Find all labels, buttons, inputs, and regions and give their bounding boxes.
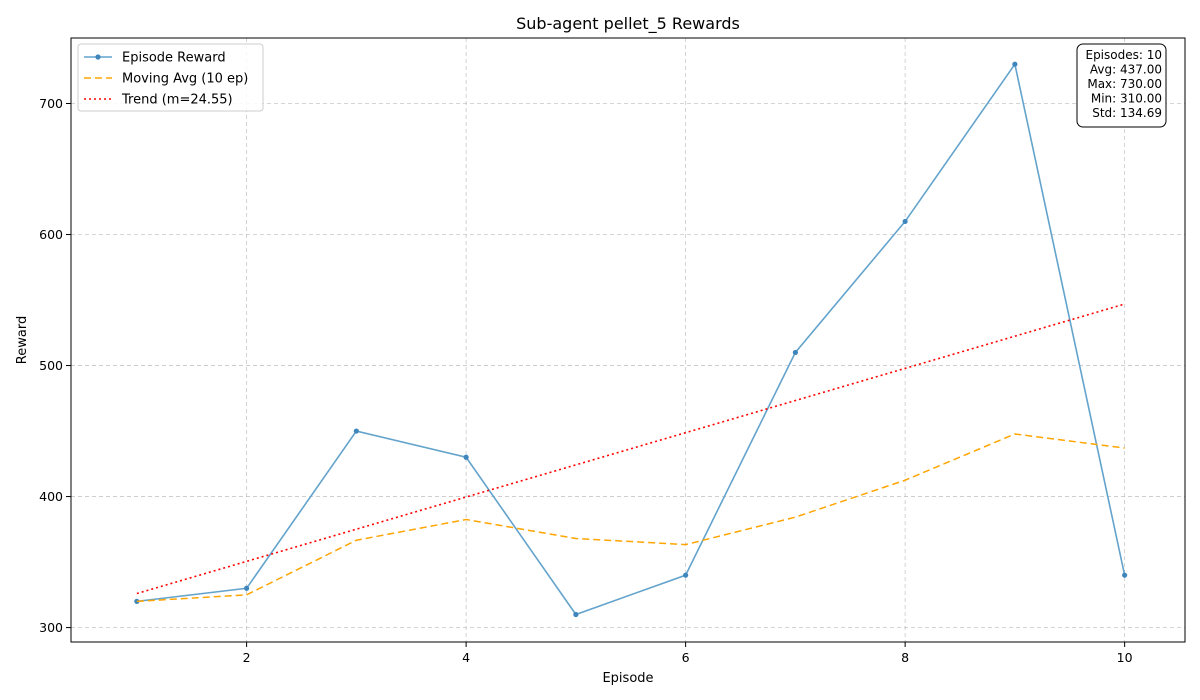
plot-frame bbox=[70, 37, 1186, 643]
chart-title: Sub-agent pellet_5 Rewards bbox=[516, 14, 740, 34]
stats-line-3: Min: 310.00 bbox=[1091, 92, 1162, 106]
data-point bbox=[1122, 572, 1128, 578]
x-tick-label: 2 bbox=[243, 650, 251, 665]
data-point bbox=[244, 585, 250, 591]
series-layer bbox=[134, 61, 1128, 618]
x-tick-label: 10 bbox=[1117, 650, 1133, 665]
legend: Episode Reward Moving Avg (10 ep) Trend (m… bbox=[77, 43, 264, 112]
data-point bbox=[683, 572, 689, 578]
y-tick-label: 600 bbox=[39, 227, 63, 242]
data-point bbox=[792, 349, 798, 356]
legend-label-0: Episode Reward bbox=[122, 51, 226, 66]
stats-box-frame bbox=[1076, 43, 1167, 128]
series-line-1 bbox=[136, 433, 1125, 603]
stats-line-0: Episodes: 10 bbox=[1085, 48, 1162, 62]
y-axis-label: Reward bbox=[15, 316, 30, 364]
legend-box bbox=[77, 43, 264, 112]
x-axis-label: Episode bbox=[602, 671, 653, 686]
x-tick-label: 4 bbox=[462, 650, 470, 665]
data-point bbox=[1012, 61, 1018, 67]
x-tick-label: 6 bbox=[682, 650, 690, 665]
legend-label-2: Trend (m=24.55) bbox=[121, 93, 233, 108]
stats-line-1: Avg: 437.00 bbox=[1090, 63, 1162, 77]
series-line-0 bbox=[136, 62, 1126, 616]
x-tick-label: 8 bbox=[901, 650, 909, 665]
y-tick-label: 400 bbox=[39, 489, 63, 504]
y-tick-label: 500 bbox=[39, 358, 63, 373]
stats-line-4: Std: 134.69 bbox=[1092, 106, 1162, 120]
data-point bbox=[902, 218, 908, 225]
data-point bbox=[463, 454, 469, 460]
stats-line-2: Max: 730.00 bbox=[1087, 77, 1162, 91]
ticks: 2 4 6 8 10 300 400 500 600 700 bbox=[39, 96, 1132, 665]
data-point bbox=[353, 428, 359, 434]
legend-marker bbox=[95, 54, 101, 60]
series-line-2 bbox=[136, 303, 1125, 595]
y-tick-label: 300 bbox=[39, 620, 63, 635]
legend-label-1: Moving Avg (10 ep) bbox=[122, 72, 248, 87]
data-point bbox=[573, 611, 579, 618]
y-tick-label: 700 bbox=[39, 96, 63, 111]
